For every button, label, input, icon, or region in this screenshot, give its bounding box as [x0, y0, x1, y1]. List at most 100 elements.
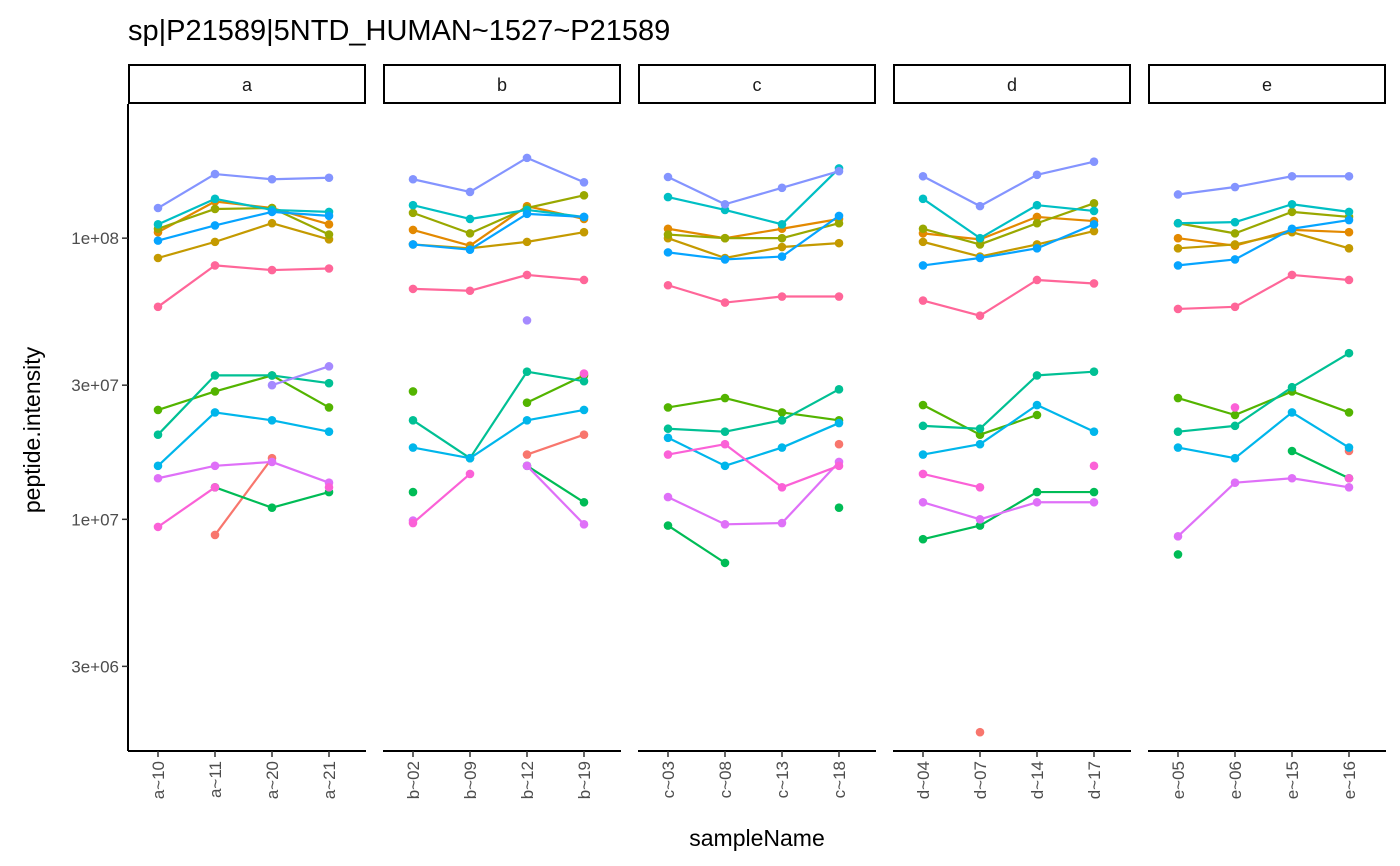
data-point: [1089, 206, 1099, 216]
data-point: [720, 427, 730, 436]
facet-panel-a: a a~10 a~11 a~20 a~21: [128, 64, 366, 799]
series-4-facet-e: [1173, 387, 1354, 420]
series-11-facet-a: [153, 457, 334, 487]
series-4-facet-a: [153, 371, 334, 415]
data-point: [1173, 218, 1183, 228]
series-line-segment: [781, 214, 840, 258]
facet-strip: [383, 64, 621, 104]
data-point: [522, 398, 532, 407]
series-line-segment: [724, 227, 783, 240]
series-line-segment: [667, 233, 726, 240]
data-point: [777, 252, 787, 261]
data-point: [720, 298, 730, 307]
x-tick-label: d~04: [914, 761, 933, 799]
series-line-segment: [724, 186, 783, 206]
data-point: [267, 371, 277, 380]
series-0-facet-d: [975, 727, 985, 737]
data-point: [153, 253, 163, 263]
series-line-segment: [922, 524, 981, 541]
series-14-facet-c: [663, 166, 844, 209]
data-point: [720, 558, 730, 568]
series-line-segment: [526, 194, 585, 210]
series-8-facet-c: [663, 418, 844, 471]
series-line-segment: [922, 472, 981, 489]
series-line-segment: [667, 396, 726, 409]
data-point: [834, 211, 844, 221]
series-line-segment: [724, 208, 783, 226]
series-line-segment: [781, 222, 840, 240]
data-point: [465, 286, 475, 296]
series-9-facet-e: [1173, 215, 1354, 270]
data-point: [522, 450, 532, 459]
series-line-segment: [667, 496, 726, 526]
series-line-segment: [724, 419, 783, 433]
series-line-segment: [271, 176, 330, 181]
series-line-segment: [157, 486, 216, 528]
series-line-segment: [526, 433, 585, 456]
series-line-segment: [1036, 278, 1095, 285]
series-line-segment: [1177, 424, 1236, 433]
data-point: [324, 362, 334, 371]
data-point: [522, 316, 532, 325]
series-line-segment: [157, 264, 216, 308]
data-point: [918, 534, 928, 544]
data-point: [408, 208, 418, 218]
series-line-segment: [922, 197, 981, 240]
series-3-facet-c: [663, 218, 844, 243]
series-line-segment: [1177, 221, 1236, 225]
data-point: [720, 461, 730, 471]
data-point: [1287, 207, 1297, 217]
x-tick-label: d~14: [1028, 761, 1047, 799]
data-point: [834, 166, 844, 176]
series-line-segment: [781, 217, 840, 230]
series-13-facet-b: [408, 270, 589, 296]
series-line-segment: [469, 419, 528, 460]
series-line-segment: [526, 464, 585, 504]
series-8-facet-e: [1173, 408, 1354, 463]
data-point: [1230, 478, 1240, 487]
data-point: [1287, 408, 1297, 417]
series-line-segment: [667, 524, 726, 564]
x-tick-label: c~08: [716, 761, 735, 798]
series-line-segment: [214, 172, 273, 181]
data-point: [1032, 497, 1042, 507]
series-line-segment: [922, 227, 981, 246]
data-point: [720, 233, 730, 243]
data-point: [210, 371, 220, 380]
series-line-segment: [1036, 215, 1095, 223]
series-line-segment: [1234, 477, 1293, 484]
series-line-segment: [469, 371, 528, 459]
series-9-facet-a: [153, 207, 334, 245]
series-line-segment: [1177, 481, 1236, 538]
series-line-segment: [724, 295, 783, 304]
data-point: [975, 253, 985, 263]
data-point: [1089, 461, 1099, 471]
series-8-facet-b: [408, 405, 589, 463]
x-tick-label: a~11: [206, 761, 225, 798]
series-line-segment: [271, 267, 330, 272]
data-point: [153, 302, 163, 312]
series-line-segment: [412, 211, 471, 235]
data-point: [579, 405, 589, 415]
series-4-facet-c: [663, 393, 844, 425]
data-point: [522, 153, 532, 163]
x-tick-label: b~09: [461, 761, 480, 799]
data-point: [579, 227, 589, 237]
series-line-segment: [1177, 446, 1236, 460]
data-point: [210, 194, 220, 204]
series-line-segment: [1036, 229, 1095, 246]
series-line-segment: [1177, 222, 1236, 235]
data-point: [1032, 200, 1042, 210]
data-point: [1344, 443, 1354, 452]
series-line-segment: [724, 521, 783, 526]
series-line-segment: [412, 178, 471, 194]
series-3-facet-b: [408, 191, 589, 238]
x-tick-label: e~05: [1169, 761, 1188, 799]
data-point: [408, 240, 418, 249]
data-point: [579, 497, 589, 507]
data-point: [324, 427, 334, 436]
data-point: [267, 380, 277, 390]
data-point: [975, 430, 985, 439]
series-line-segment: [157, 240, 216, 260]
series-line-segment: [922, 404, 981, 436]
